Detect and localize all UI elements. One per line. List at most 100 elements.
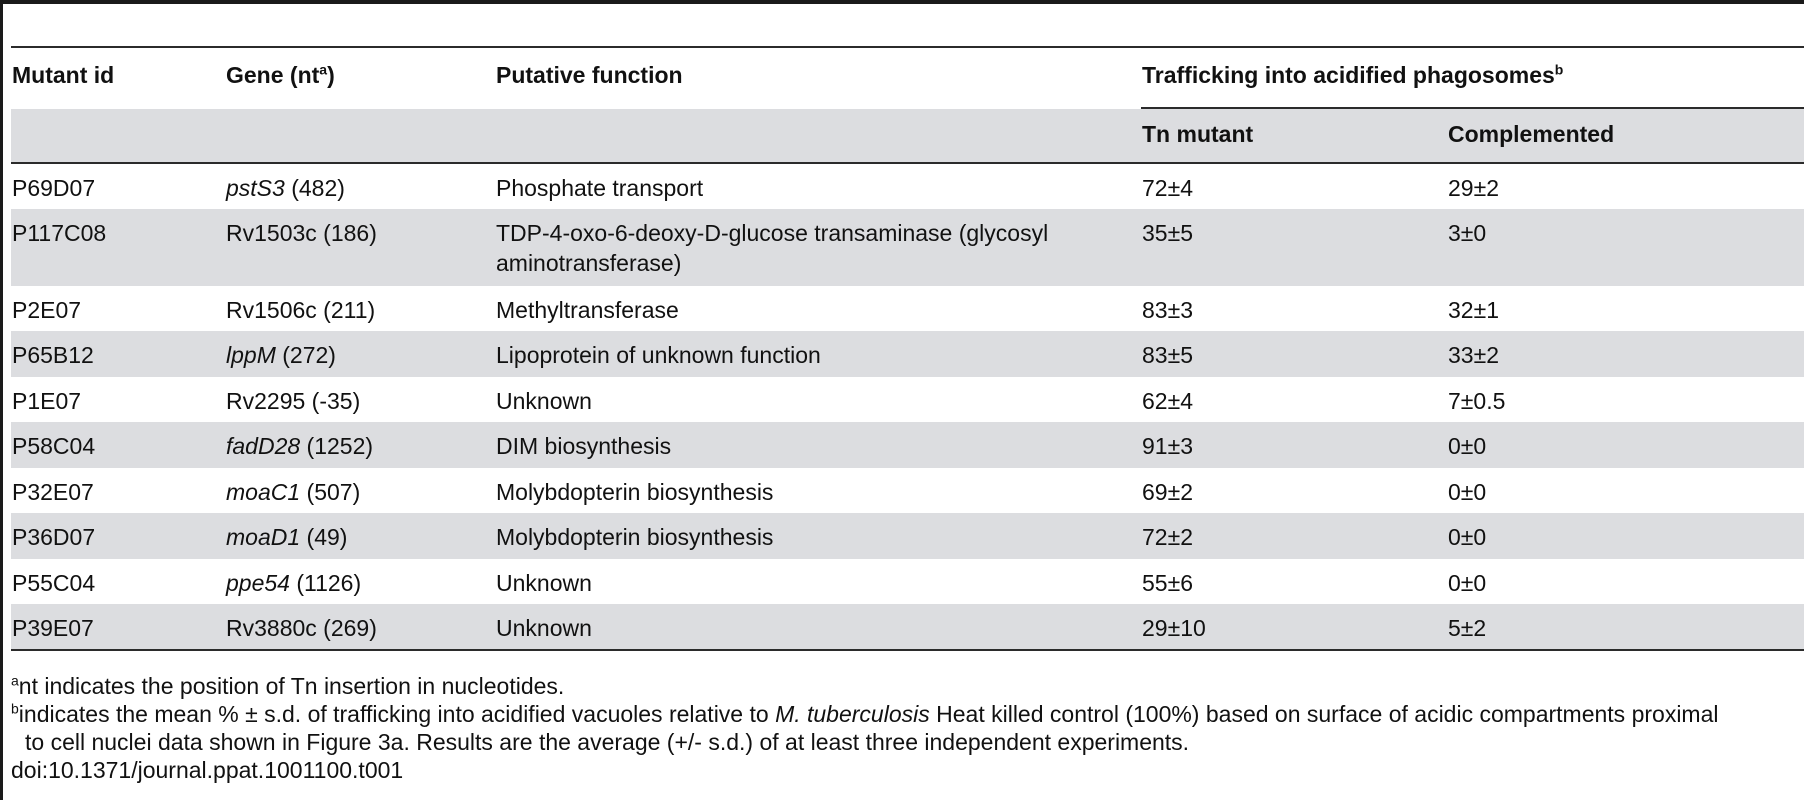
gene-nt: (1126) [289, 569, 362, 596]
gene-nt: (1252) [300, 433, 374, 459]
cell-gene: lppM (272) [225, 331, 495, 377]
header-trafficking: Trafficking into acidified phagosomesb [1141, 47, 1804, 109]
cell-tn-mutant: 72±2 [1142, 524, 1193, 550]
cell-function: DIM biosynthesis [496, 433, 672, 459]
cell-mutant-id: P55C04 [12, 569, 96, 596]
cell-gene: fadD28 (1252) [225, 422, 495, 468]
cell-mutant-id: P36D07 [12, 524, 96, 550]
gene-nt: (272) [275, 342, 336, 368]
gene-name: pstS3 [226, 175, 285, 201]
cell-tn-mutant: 83±5 [1142, 342, 1193, 368]
cell-mutant-id: P117C08 [12, 219, 107, 246]
header-empty-1 [11, 109, 225, 163]
table-container: Mutant id Gene (nta) Putative function T… [11, 46, 1804, 651]
top-border [0, 0, 1804, 4]
table-row: P2E07 Rv1506c (211) Methyltransferase 83±3 3… [11, 286, 1804, 332]
cell-gene: Rv3880c (269) [225, 604, 495, 650]
cell-function: Unknown [496, 387, 592, 414]
cell-complemented: 3±0 [1448, 219, 1487, 246]
cell-complemented: 5±2 [1448, 615, 1487, 641]
cell-function: Phosphate transport [496, 175, 704, 201]
header-row-1: Mutant id Gene (nta) Putative function T… [11, 47, 1804, 109]
cell-tn-mutant: 55±6 [1142, 569, 1193, 596]
table-row: P1E07 Rv2295 (-35) Unknown 62±4 7±0.5 [11, 377, 1804, 423]
table-row: P69D07 pstS3 (482) Phosphate transport 72±4… [11, 163, 1804, 209]
cell-complemented: 32±1 [1448, 296, 1499, 323]
cell-tn-mutant: 29±10 [1142, 615, 1206, 641]
gene-nt: (507) [300, 478, 361, 505]
gene-name: moaC1 [226, 478, 301, 505]
cell-tn-mutant: 69±2 [1142, 478, 1193, 505]
cell-tn-mutant: 62±4 [1142, 387, 1193, 414]
cell-function: Unknown [496, 615, 592, 641]
table-row: P36D07 moaD1 (49) Molybdopterin biosynthes… [11, 513, 1804, 559]
cell-function: Molybdopterin biosynthesis [496, 478, 774, 505]
header-empty-3 [495, 109, 1141, 163]
table-row: P117C08 Rv1503c (186) TDP-4-oxo-6-deoxy-D-… [11, 208, 1804, 286]
cell-gene: moaC1 (507) [225, 468, 495, 514]
gene-name: moaD1 [226, 524, 301, 550]
footnote-b-continued: to cell nuclei data shown in Figure 3a. … [25, 729, 1190, 755]
cell-gene: Rv2295 (-35) [225, 377, 495, 423]
cell-function: Lipoprotein of unknown function [496, 342, 821, 368]
gene-name: Rv3880c [226, 615, 317, 641]
cell-gene: moaD1 (49) [225, 513, 495, 559]
cell-tn-mutant: 35±5 [1142, 219, 1193, 246]
header-subrule [1141, 107, 1804, 109]
table-body: P69D07 pstS3 (482) Phosphate transport 72±4… [11, 163, 1804, 650]
header-function: Putative function [496, 62, 683, 88]
gene-name: Rv2295 [226, 387, 306, 414]
cell-complemented: 0±0 [1448, 433, 1487, 459]
header-mutant-id: Mutant id [12, 62, 115, 88]
cell-complemented: 33±2 [1448, 342, 1499, 368]
header-tn-mutant: Tn mutant [1142, 121, 1254, 147]
cell-tn-mutant: 83±3 [1142, 296, 1193, 323]
cell-mutant-id: P58C04 [12, 433, 96, 459]
cell-gene: Rv1503c (186) [225, 209, 495, 286]
table-row: P39E07 Rv3880c (269) Unknown 29±10 5±2 [11, 604, 1804, 650]
header-gene: Gene (nta) [226, 61, 335, 88]
gene-name: Rv1503c [226, 219, 317, 246]
cell-function: Methyltransferase [496, 296, 679, 323]
footnote-b: bindicates the mean % ± s.d. of traffick… [11, 700, 1719, 727]
cell-gene: pstS3 (482) [225, 163, 495, 209]
table-row: P32E07 moaC1 (507) Molybdopterin biosynthe… [11, 468, 1804, 514]
cell-complemented: 0±0 [1448, 524, 1487, 550]
table-row: P55C04 ppe54 (1126) Unknown 55±6 0±0 [11, 559, 1804, 605]
cell-tn-mutant: 72±4 [1142, 175, 1193, 201]
gene-nt: (269) [316, 615, 377, 641]
gene-nt: (211) [316, 296, 376, 323]
cell-function: Molybdopterin biosynthesis [496, 524, 774, 550]
mutant-table: Mutant id Gene (nta) Putative function T… [11, 46, 1804, 651]
cell-complemented: 0±0 [1448, 569, 1487, 596]
header-row-2: Tn mutant Complemented [11, 109, 1804, 163]
table-row: P58C04 fadD28 (1252) DIM biosynthesis 91±3 0… [11, 422, 1804, 468]
cell-gene: ppe54 (1126) [225, 559, 495, 605]
gene-nt: (186) [316, 219, 377, 246]
cell-tn-mutant: 91±3 [1142, 433, 1193, 459]
footnotes: ant indicates the position of Tn inserti… [11, 672, 1804, 784]
cell-mutant-id: P1E07 [12, 387, 82, 414]
doi-line: doi:10.1371/journal.ppat.1001100.t001 [11, 757, 404, 783]
header-complemented: Complemented [1448, 121, 1615, 147]
cell-mutant-id: P65B12 [12, 342, 94, 368]
gene-nt: (-35) [305, 387, 361, 414]
cell-complemented: 0±0 [1448, 478, 1487, 505]
cell-mutant-id: P2E07 [12, 296, 82, 323]
gene-nt: (482) [284, 175, 345, 201]
cell-complemented: 7±0.5 [1448, 387, 1506, 414]
gene-name: lppM [226, 342, 276, 368]
left-border [0, 0, 3, 800]
cell-complemented: 29±2 [1448, 175, 1499, 201]
cell-mutant-id: P39E07 [12, 615, 94, 641]
table-row: P65B12 lppM (272) Lipoprotein of unknown f… [11, 331, 1804, 377]
footnote-a: ant indicates the position of Tn inserti… [11, 672, 565, 699]
cell-mutant-id: P32E07 [12, 478, 94, 505]
cell-function: TDP-4-oxo-6-deoxy-D-glucose transaminase… [496, 219, 1049, 276]
gene-name: fadD28 [226, 433, 301, 459]
cell-function: Unknown [496, 569, 592, 596]
gene-nt: (49) [300, 524, 348, 550]
header-empty-2 [225, 109, 495, 163]
cell-gene: Rv1506c (211) [225, 286, 495, 332]
cell-mutant-id: P69D07 [12, 175, 96, 201]
